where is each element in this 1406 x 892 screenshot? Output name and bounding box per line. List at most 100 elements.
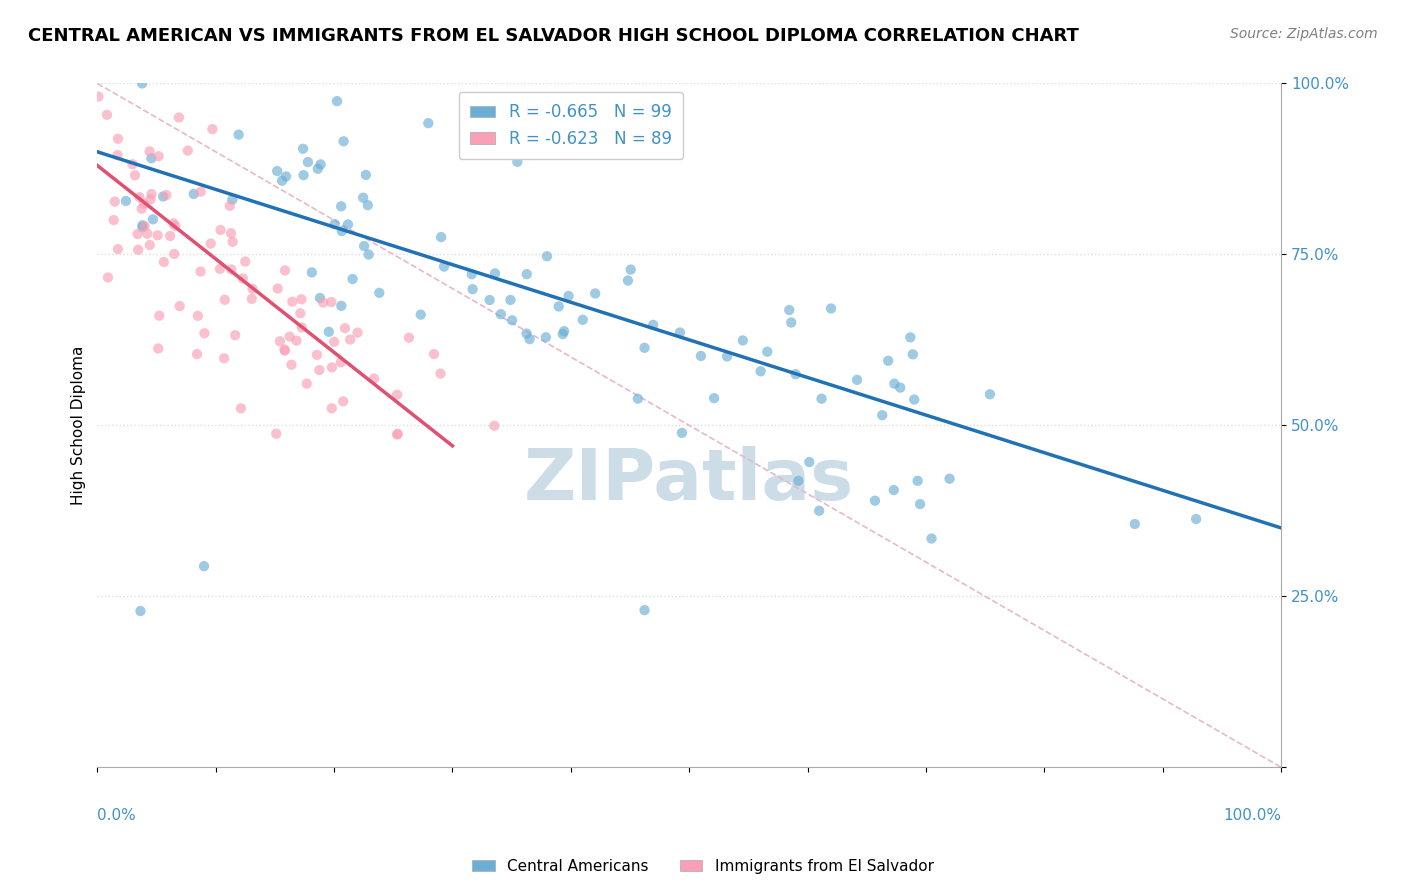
Point: [107, 148, 129, 162]
Point: [368, 285, 391, 300]
Point: [357, 247, 380, 261]
Point: [104, 194, 127, 209]
Point: [271, 174, 294, 188]
Point: [186, 347, 208, 361]
Point: [342, 272, 364, 286]
Point: [339, 333, 361, 347]
Point: [326, 94, 349, 108]
Point: [1185, 512, 1208, 526]
Point: [690, 349, 713, 363]
Point: [329, 355, 352, 369]
Point: [167, 111, 190, 125]
Point: [516, 267, 538, 281]
Point: [883, 376, 905, 391]
Point: [643, 318, 665, 332]
Point: [129, 604, 152, 618]
Point: [290, 306, 312, 320]
Point: [385, 427, 408, 442]
Point: [190, 185, 212, 199]
Point: [323, 334, 346, 349]
Point: [461, 267, 484, 281]
Point: [169, 299, 191, 313]
Point: [131, 219, 153, 233]
Point: [627, 392, 650, 406]
Point: [330, 224, 353, 238]
Point: [228, 128, 250, 142]
Point: [301, 265, 323, 279]
Point: [134, 219, 156, 234]
Point: [352, 191, 374, 205]
Point: [551, 327, 574, 342]
Point: [398, 331, 420, 345]
Point: [212, 351, 235, 366]
Point: [152, 255, 174, 269]
Point: [107, 242, 129, 256]
Text: 0.0%: 0.0%: [97, 808, 136, 823]
Point: [146, 228, 169, 243]
Point: [749, 364, 772, 378]
Point: [332, 394, 354, 409]
Point: [107, 132, 129, 146]
Point: [295, 376, 318, 391]
Text: Source: ZipAtlas.com: Source: ZipAtlas.com: [1230, 27, 1378, 41]
Point: [201, 122, 224, 136]
Point: [177, 144, 200, 158]
Y-axis label: High School Diploma: High School Diploma: [72, 346, 86, 505]
Point: [430, 230, 453, 244]
Point: [136, 227, 159, 241]
Point: [330, 299, 353, 313]
Point: [756, 344, 779, 359]
Point: [979, 387, 1001, 401]
Point: [190, 264, 212, 278]
Point: [159, 229, 181, 244]
Point: [409, 308, 432, 322]
Point: [536, 249, 558, 263]
Point: [385, 387, 408, 401]
Point: [433, 260, 456, 274]
Point: [557, 289, 579, 303]
Point: [330, 199, 353, 213]
Point: [516, 326, 538, 341]
Point: [484, 267, 506, 281]
Point: [219, 226, 242, 240]
Point: [423, 347, 446, 361]
Point: [240, 292, 263, 306]
Text: ZIPatlas: ZIPatlas: [524, 446, 855, 515]
Point: [921, 532, 943, 546]
Point: [87, 89, 110, 103]
Point: [96, 108, 118, 122]
Point: [278, 329, 301, 343]
Point: [336, 218, 359, 232]
Point: [280, 358, 302, 372]
Point: [200, 236, 222, 251]
Point: [547, 300, 569, 314]
Point: [307, 161, 329, 176]
Point: [323, 217, 346, 231]
Text: CENTRAL AMERICAN VS IMMIGRANTS FROM EL SALVADOR HIGH SCHOOL DIPLOMA CORRELATION : CENTRAL AMERICAN VS IMMIGRANTS FROM EL S…: [28, 27, 1078, 45]
Point: [121, 157, 143, 171]
Point: [357, 198, 380, 212]
Point: [221, 193, 243, 207]
Point: [387, 426, 409, 441]
Point: [138, 145, 160, 159]
Point: [269, 334, 291, 349]
Point: [131, 202, 153, 216]
Point: [274, 263, 297, 277]
Point: [810, 392, 832, 406]
Point: [571, 313, 593, 327]
Point: [889, 381, 911, 395]
Point: [489, 307, 512, 321]
Point: [669, 326, 692, 340]
Point: [418, 116, 440, 130]
Point: [229, 401, 252, 416]
Point: [321, 295, 343, 310]
Point: [266, 281, 288, 295]
Point: [148, 342, 170, 356]
Point: [127, 227, 149, 241]
Point: [187, 309, 209, 323]
Point: [318, 325, 340, 339]
Point: [292, 142, 315, 156]
Point: [115, 194, 138, 208]
Point: [820, 301, 842, 316]
Point: [429, 367, 451, 381]
